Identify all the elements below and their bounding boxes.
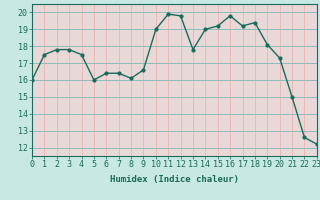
X-axis label: Humidex (Indice chaleur): Humidex (Indice chaleur)	[110, 175, 239, 184]
